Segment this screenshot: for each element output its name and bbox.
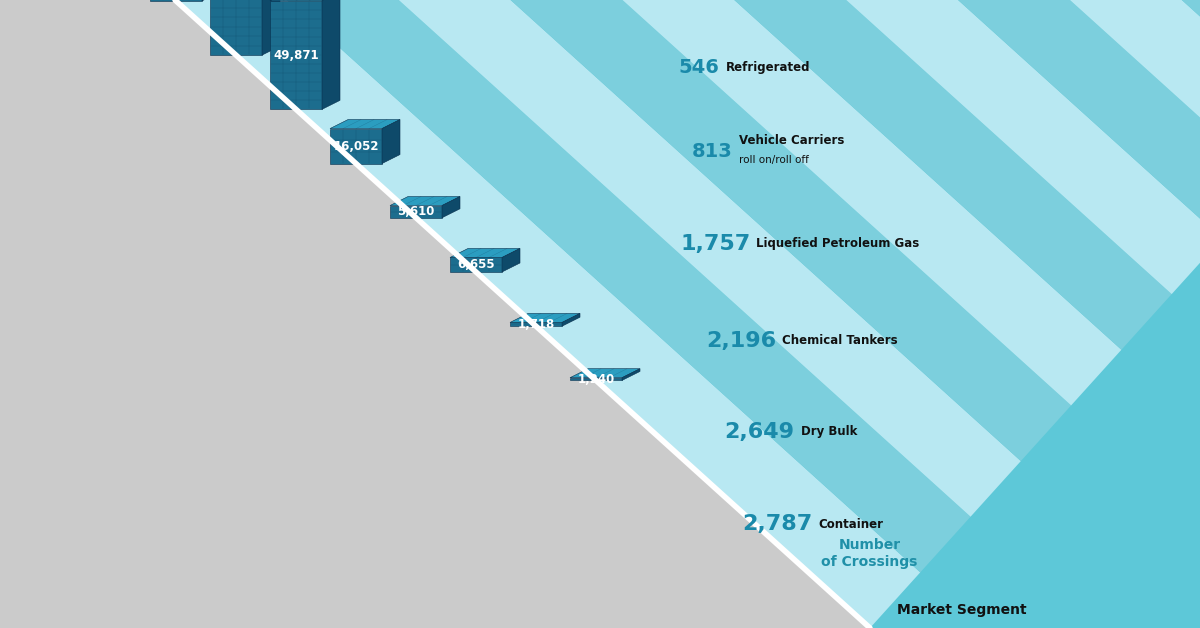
Polygon shape xyxy=(270,1,322,109)
Text: 16,052: 16,052 xyxy=(334,139,379,153)
Polygon shape xyxy=(276,0,1021,517)
Polygon shape xyxy=(510,313,580,322)
Polygon shape xyxy=(326,0,1072,461)
Polygon shape xyxy=(678,0,1200,72)
Text: Container: Container xyxy=(818,518,883,531)
Polygon shape xyxy=(527,0,1200,239)
Polygon shape xyxy=(382,119,400,163)
Text: 49,871: 49,871 xyxy=(274,48,319,62)
Text: 1,718: 1,718 xyxy=(517,318,554,331)
Text: 2,649: 2,649 xyxy=(725,422,794,442)
Polygon shape xyxy=(628,0,1200,127)
Text: 1,757: 1,757 xyxy=(680,234,750,254)
Polygon shape xyxy=(450,257,502,272)
Polygon shape xyxy=(175,0,920,628)
Polygon shape xyxy=(322,0,340,109)
Polygon shape xyxy=(262,0,280,55)
Polygon shape xyxy=(330,119,400,129)
Polygon shape xyxy=(390,197,460,205)
Polygon shape xyxy=(450,249,520,257)
Text: 813: 813 xyxy=(692,141,733,161)
Text: Refrigerated: Refrigerated xyxy=(726,61,810,74)
Polygon shape xyxy=(426,0,1171,350)
Polygon shape xyxy=(502,249,520,272)
Polygon shape xyxy=(202,0,220,1)
Text: Chemical Tankers: Chemical Tankers xyxy=(782,334,898,347)
Polygon shape xyxy=(270,0,340,1)
Text: 5,610: 5,610 xyxy=(397,205,434,218)
Polygon shape xyxy=(210,0,262,55)
Text: Liquefied Petroleum Gas: Liquefied Petroleum Gas xyxy=(756,237,919,250)
Polygon shape xyxy=(577,0,1200,183)
Polygon shape xyxy=(562,313,580,326)
Polygon shape xyxy=(376,0,1122,406)
Polygon shape xyxy=(570,377,622,381)
Text: 1,240: 1,240 xyxy=(577,372,614,386)
Polygon shape xyxy=(150,0,202,1)
Text: Market Segment: Market Segment xyxy=(898,604,1027,617)
Text: 2,196: 2,196 xyxy=(706,331,776,351)
Polygon shape xyxy=(622,369,640,381)
Polygon shape xyxy=(226,0,971,572)
Text: Vehicle Carriers: Vehicle Carriers xyxy=(739,134,845,147)
Text: roll on/roll off: roll on/roll off xyxy=(739,155,809,165)
Polygon shape xyxy=(175,0,1200,628)
Text: Dry Bulk: Dry Bulk xyxy=(800,425,857,438)
Text: Number
of Crossings: Number of Crossings xyxy=(821,538,918,568)
Polygon shape xyxy=(442,197,460,218)
Polygon shape xyxy=(510,322,562,326)
Polygon shape xyxy=(570,369,640,377)
Text: 546: 546 xyxy=(679,58,720,77)
Polygon shape xyxy=(330,129,382,163)
Text: 6,655: 6,655 xyxy=(457,258,494,271)
Polygon shape xyxy=(476,0,1200,294)
Polygon shape xyxy=(728,0,1200,16)
Text: 2,787: 2,787 xyxy=(742,514,812,534)
Polygon shape xyxy=(390,205,442,218)
